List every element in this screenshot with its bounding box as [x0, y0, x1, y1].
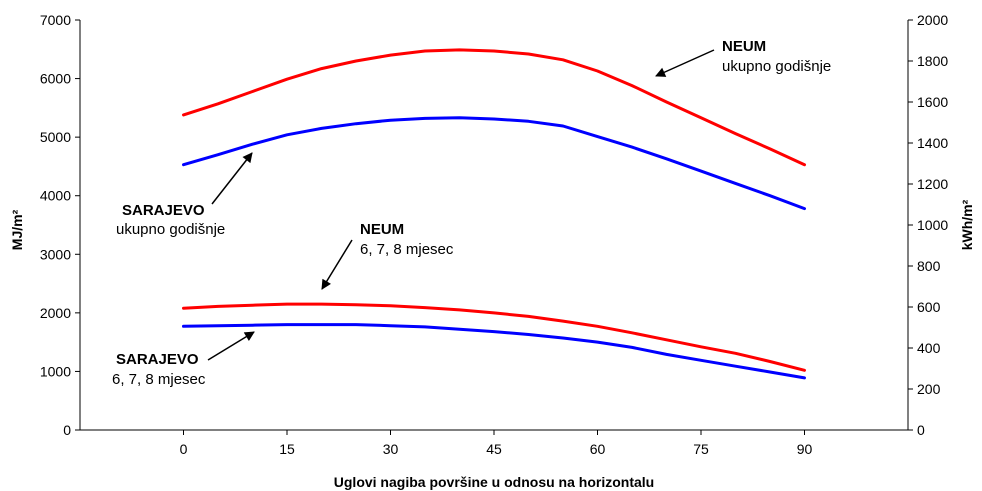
- left-y-tick-label: 5000: [40, 129, 71, 145]
- series-line-sarajevo-summer: [182, 323, 806, 380]
- x-tick-label: 90: [797, 441, 813, 457]
- x-tick-label: 45: [486, 441, 502, 457]
- right-y-tick-label: 800: [917, 258, 941, 274]
- annotation-sarajevo-summer-subtitle: 6, 7, 8 mjesec: [112, 371, 206, 388]
- right-y-axis-label: kWh/m²: [959, 199, 975, 250]
- annotation-sarajevo-annual: SARAJEVO ukupno godišnje: [116, 152, 253, 238]
- annotation-sarajevo-annual-arrow: [211, 152, 253, 205]
- right-y-ticks: 0 200 400 600 800 1000 1200 1400 1600 1800 2000: [908, 12, 948, 438]
- left-y-ticks: 0 1000 2000 3000 4000 5000 6000 7000: [40, 12, 80, 438]
- series-line-neum-summer: [182, 302, 806, 372]
- right-y-tick-label: 1400: [917, 135, 948, 151]
- x-tick-label: 30: [383, 441, 399, 457]
- x-tick-label: 75: [693, 441, 709, 457]
- left-y-tick-label: 4000: [40, 188, 71, 204]
- annotation-neum-summer-title: NEUM: [360, 221, 404, 238]
- x-ticks: 0 15 30 45 60 75 90: [180, 430, 813, 457]
- x-tick-label: 60: [590, 441, 606, 457]
- annotations: NEUM ukupno godišnje SARAJEVO ukupno god…: [112, 38, 831, 388]
- annotation-neum-summer: NEUM 6, 7, 8 mjesec: [321, 221, 454, 290]
- right-y-tick-label: 1200: [917, 176, 948, 192]
- left-y-tick-label: 7000: [40, 12, 71, 28]
- annotation-neum-annual-title: NEUM: [722, 38, 766, 55]
- x-tick-label: 15: [279, 441, 295, 457]
- right-y-tick-label: 1000: [917, 217, 948, 233]
- annotation-sarajevo-summer-title: SARAJEVO: [116, 351, 199, 368]
- annotation-sarajevo-summer: SARAJEVO 6, 7, 8 mjesec: [112, 331, 255, 388]
- right-y-tick-label: 600: [917, 299, 941, 315]
- x-axis-label: Uglovi nagiba površine u odnosu na horiz…: [334, 474, 654, 490]
- right-y-tick-label: 1600: [917, 94, 948, 110]
- annotation-sarajevo-annual-subtitle: ukupno godišnje: [116, 221, 225, 238]
- annotation-neum-annual-subtitle: ukupno godišnje: [722, 58, 831, 75]
- right-y-tick-label: 2000: [917, 12, 948, 28]
- annotation-neum-summer-subtitle: 6, 7, 8 mjesec: [360, 241, 454, 258]
- annotation-sarajevo-annual-title: SARAJEVO: [122, 202, 205, 219]
- right-y-tick-label: 200: [917, 381, 941, 397]
- annotation-sarajevo-summer-arrow: [207, 331, 255, 361]
- left-y-tick-label: 1000: [40, 363, 71, 379]
- series-lines: [182, 48, 806, 380]
- right-y-tick-label: 0: [917, 422, 925, 438]
- left-y-tick-label: 2000: [40, 305, 71, 321]
- left-y-tick-label: 3000: [40, 246, 71, 262]
- left-y-axis-label: MJ/m²: [9, 209, 25, 250]
- annotation-neum-summer-arrow: [321, 239, 353, 290]
- series-line-neum-annual: [182, 48, 806, 167]
- left-y-tick-label: 0: [63, 422, 71, 438]
- x-tick-label: 0: [180, 441, 188, 457]
- annotation-neum-annual: NEUM ukupno godišnje: [655, 38, 831, 77]
- left-y-tick-label: 6000: [40, 71, 71, 87]
- right-y-tick-label: 1800: [917, 53, 948, 69]
- annotation-neum-annual-arrow: [655, 49, 715, 77]
- right-y-tick-label: 400: [917, 340, 941, 356]
- series-line-sarajevo-annual: [182, 116, 806, 211]
